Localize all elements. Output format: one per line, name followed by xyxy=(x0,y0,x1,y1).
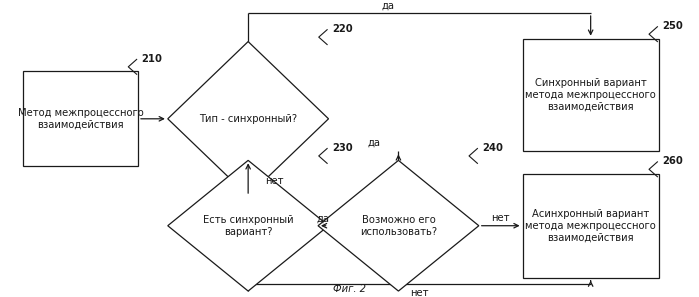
Text: 260: 260 xyxy=(663,156,683,166)
Text: Асинхронный вариант
метода межпроцессного
взаимодействия: Асинхронный вариант метода межпроцессног… xyxy=(525,209,656,242)
Text: 240: 240 xyxy=(482,143,503,153)
Text: Фиг. 2: Фиг. 2 xyxy=(333,284,366,294)
FancyBboxPatch shape xyxy=(522,39,658,151)
Text: да: да xyxy=(317,213,330,223)
Text: 230: 230 xyxy=(332,143,353,153)
Text: нет: нет xyxy=(491,213,510,223)
Polygon shape xyxy=(168,160,329,291)
Polygon shape xyxy=(318,160,479,291)
Polygon shape xyxy=(168,42,329,196)
Text: 220: 220 xyxy=(332,24,353,34)
Text: да: да xyxy=(382,1,394,11)
Text: Возможно его
использовать?: Возможно его использовать? xyxy=(360,215,437,236)
Text: Есть синхронный
вариант?: Есть синхронный вариант? xyxy=(203,215,294,236)
Text: 210: 210 xyxy=(141,54,162,64)
Text: 250: 250 xyxy=(663,21,683,31)
Text: Тип - синхронный?: Тип - синхронный? xyxy=(199,114,297,124)
FancyBboxPatch shape xyxy=(522,174,658,278)
Text: нет: нет xyxy=(266,176,284,186)
Text: Метод межпроцессного
взаимодействия: Метод межпроцессного взаимодействия xyxy=(17,108,143,129)
Text: да: да xyxy=(368,138,381,148)
FancyBboxPatch shape xyxy=(22,71,138,166)
Text: Синхронный вариант
метода межпроцессного
взаимодействия: Синхронный вариант метода межпроцессного… xyxy=(525,78,656,112)
Text: нет: нет xyxy=(410,287,428,297)
